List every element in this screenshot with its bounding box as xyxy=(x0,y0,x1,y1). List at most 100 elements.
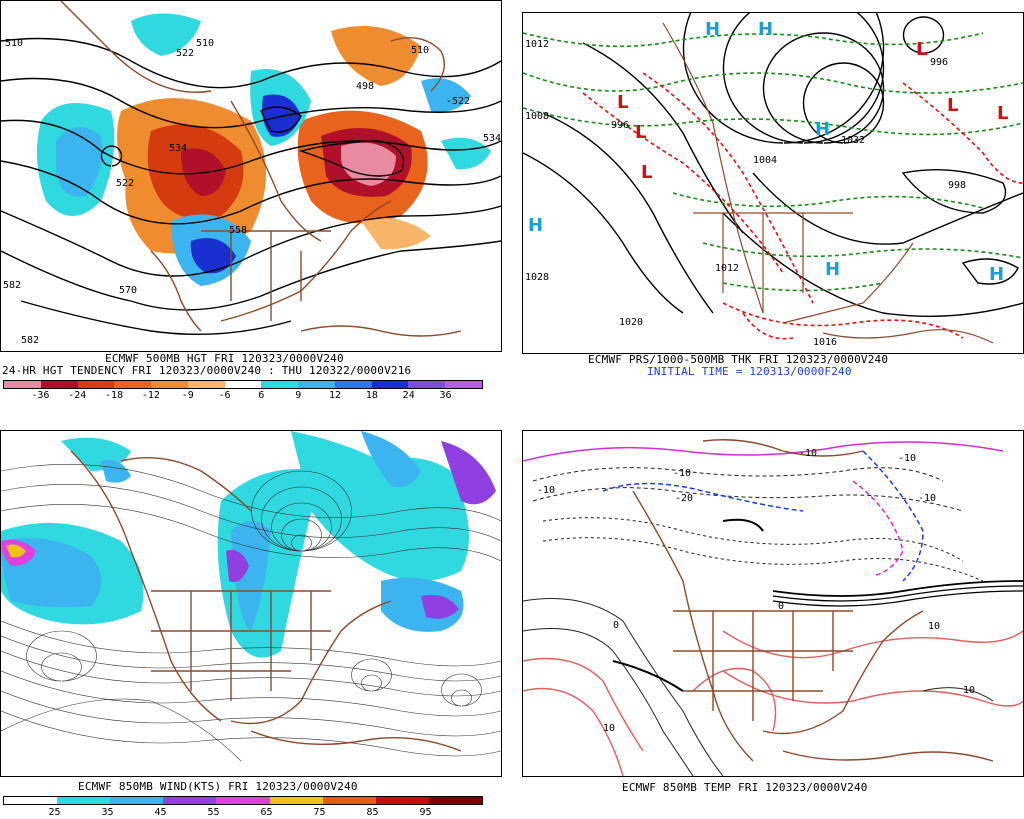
colorbar-swatch xyxy=(261,381,299,388)
colorbar-label: -12 xyxy=(141,390,160,401)
mslp-contour-labels: 1012 1008 996 1004 1032 1028 1020 1012 9… xyxy=(525,39,966,348)
tendency-colorbar xyxy=(3,380,483,389)
colorbar-swatch xyxy=(428,797,482,804)
colorbar-swatch xyxy=(334,381,372,388)
pressure-contours xyxy=(523,13,1023,318)
colorbar-label: -6 xyxy=(218,390,231,401)
contour-label: 510 xyxy=(411,45,429,56)
colorbar-swatch xyxy=(322,797,376,804)
colorbar-swatch xyxy=(216,797,270,804)
panel-500mb-height: 510 522 510 498 510 -522 522 534 534 558… xyxy=(0,0,502,410)
panel-title: ECMWF 850MB WIND(KTS) FRI 120323/0000V24… xyxy=(78,780,358,793)
contour-label: 1004 xyxy=(753,155,777,166)
contour-label: 534 xyxy=(169,143,187,154)
colorbar-label: -24 xyxy=(68,390,87,401)
colorbar-swatch xyxy=(187,381,225,388)
colorbar-label: -36 xyxy=(31,390,50,401)
colorbar-swatch xyxy=(269,797,323,804)
map-850temp-svg: -10 -10 -10 -10 -10 -20 0 0 10 10 10 xyxy=(523,439,1023,776)
contour-label: 498 xyxy=(356,81,374,92)
colorbar-label: 25 xyxy=(48,807,61,818)
contour-label: 0 xyxy=(613,620,619,631)
contour-label: -522 xyxy=(446,96,470,107)
wind-coastlines xyxy=(70,450,462,752)
contour-label: 534 xyxy=(483,133,501,144)
contour-label: 510 xyxy=(5,38,23,49)
contour-label: -10 xyxy=(898,453,916,464)
colorbar-label: 35 xyxy=(101,807,114,818)
contour-label: 996 xyxy=(611,120,629,131)
colorbar-swatch xyxy=(445,381,482,388)
map-500mb-height: 510 522 510 498 510 -522 522 534 534 558… xyxy=(0,0,502,352)
panel-850mb-temp: -10 -10 -10 -10 -10 -20 0 0 10 10 10 ECM… xyxy=(522,430,1024,819)
low-center: L xyxy=(641,162,652,183)
colorbar-swatch xyxy=(408,381,446,388)
map-850mb-temp: -10 -10 -10 -10 -10 -20 0 0 10 10 10 xyxy=(522,430,1024,777)
colorbar-swatch xyxy=(40,381,78,388)
low-center: L xyxy=(997,103,1008,124)
thickness-contours xyxy=(523,32,1023,340)
colorbar-swatch xyxy=(163,797,217,804)
contour-label: 1016 xyxy=(813,337,837,348)
contour-label: 570 xyxy=(119,285,137,296)
contour-label: 1008 xyxy=(525,111,549,122)
tendency-colorbar-labels: -36 -24 -18 -12 -9 -6 6 9 12 18 24 36 xyxy=(22,390,464,401)
colorbar-label: 55 xyxy=(207,807,220,818)
panel-title: ECMWF 850MB TEMP FRI 120323/0000V240 xyxy=(622,781,868,794)
high-center: H xyxy=(989,264,1004,285)
wind-colorbar-labels: 25 35 45 55 65 75 85 95 xyxy=(28,807,452,818)
panel-title: ECMWF PRS/1000-500MB THK FRI 120323/0000… xyxy=(588,353,889,366)
colorbar-label: 6 xyxy=(258,390,265,401)
colorbar-label: -18 xyxy=(105,390,124,401)
panel-title: ECMWF 500MB HGT FRI 120323/0000V240 xyxy=(105,352,344,365)
colorbar-label: 18 xyxy=(365,390,378,401)
high-center: H xyxy=(815,119,830,140)
contour-labels: 510 522 510 498 510 -522 522 534 534 558… xyxy=(3,38,501,346)
colorbar-swatch xyxy=(224,381,262,388)
colorbar-label: 85 xyxy=(366,807,379,818)
contour-label: 510 xyxy=(196,38,214,49)
contour-label: 582 xyxy=(21,335,39,346)
high-center: H xyxy=(758,19,773,40)
contour-label: -10 xyxy=(673,468,691,479)
contour-label: 10 xyxy=(963,685,975,696)
contour-label: 10 xyxy=(928,621,940,632)
colorbar-swatch xyxy=(114,381,152,388)
colorbar-swatch xyxy=(110,797,164,804)
pressure-centers: H H H H H H L L L L L L xyxy=(528,19,1008,285)
colorbar-label: 9 xyxy=(295,390,302,401)
map-850mb-wind xyxy=(0,430,502,777)
high-center: H xyxy=(705,19,720,40)
panel-850mb-wind: ECMWF 850MB WIND(KTS) FRI 120323/0000V24… xyxy=(0,430,502,819)
contour-label: -10 xyxy=(918,493,936,504)
colorbar-swatch xyxy=(4,381,41,388)
colorbar-label: 65 xyxy=(260,807,273,818)
temperature-contours xyxy=(523,441,1023,776)
contour-label: 522 xyxy=(176,48,194,59)
contour-label: -10 xyxy=(799,448,817,459)
height-contours xyxy=(1,37,501,336)
low-center: L xyxy=(617,92,628,113)
contour-label: 1012 xyxy=(525,39,549,50)
temp-contour-labels: -10 -10 -10 -10 -10 -20 0 0 10 10 10 xyxy=(537,448,975,734)
map-mslp-svg: H H H H H H L L L L L L 1012 1008 996 10… xyxy=(523,13,1023,348)
colorbar-label: 12 xyxy=(329,390,342,401)
colorbar-label: 36 xyxy=(439,390,452,401)
colorbar-label: -9 xyxy=(181,390,194,401)
colorbar-swatch xyxy=(298,381,335,388)
contour-label: 998 xyxy=(948,180,966,191)
contour-label: 1020 xyxy=(619,317,643,328)
contour-label: 558 xyxy=(229,225,247,236)
contour-label: -20 xyxy=(675,493,693,504)
contour-label: 1028 xyxy=(525,272,549,283)
colorbar-label: 75 xyxy=(313,807,326,818)
contour-label: 1012 xyxy=(715,263,739,274)
low-center: L xyxy=(635,122,646,143)
contour-label: 996 xyxy=(930,57,948,68)
colorbar-swatch xyxy=(371,381,409,388)
map-500mb-svg: 510 522 510 498 510 -522 522 534 534 558… xyxy=(1,1,501,346)
contour-label: 10 xyxy=(603,723,615,734)
low-center: L xyxy=(916,39,927,60)
wind-speed-fills xyxy=(1,431,496,658)
mslp-coastlines xyxy=(662,22,994,344)
